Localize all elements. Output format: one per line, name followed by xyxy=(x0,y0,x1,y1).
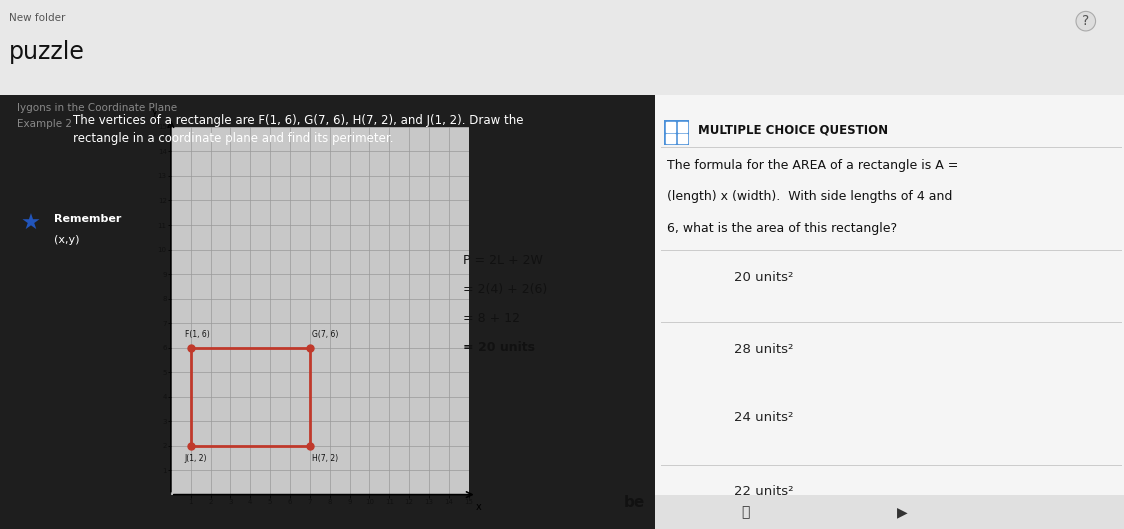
Bar xyxy=(678,122,687,132)
Bar xyxy=(667,134,676,143)
Text: P = 2L + 2W: P = 2L + 2W xyxy=(463,254,543,267)
Text: G(7, 6): G(7, 6) xyxy=(311,330,338,339)
Text: puzzle: puzzle xyxy=(9,40,85,63)
Text: H(7, 2): H(7, 2) xyxy=(311,454,338,463)
Text: New folder: New folder xyxy=(9,13,65,23)
Text: 22 units²: 22 units² xyxy=(734,486,794,498)
Text: ★: ★ xyxy=(20,214,40,234)
Text: 🔊: 🔊 xyxy=(741,505,750,519)
Text: F(1, 6): F(1, 6) xyxy=(184,330,209,339)
Text: = 8 + 12: = 8 + 12 xyxy=(463,312,520,325)
Text: 6, what is the area of this rectangle?: 6, what is the area of this rectangle? xyxy=(667,222,897,235)
Text: MULTIPLE CHOICE QUESTION: MULTIPLE CHOICE QUESTION xyxy=(698,124,888,136)
Text: = 20 units: = 20 units xyxy=(463,341,535,354)
Text: (length) x (width).  With side lengths of 4 and: (length) x (width). With side lengths of… xyxy=(667,190,952,204)
Text: ?: ? xyxy=(1082,14,1089,28)
Text: be: be xyxy=(624,496,645,510)
Bar xyxy=(667,122,676,132)
Text: (x,y): (x,y) xyxy=(54,235,80,245)
Text: x: x xyxy=(475,502,481,512)
Text: Remember: Remember xyxy=(54,214,121,224)
Text: lygons in the Coordinate Plane: lygons in the Coordinate Plane xyxy=(17,103,176,113)
Text: ▶: ▶ xyxy=(897,505,908,519)
Text: J(1, 2): J(1, 2) xyxy=(184,454,207,463)
Text: 20 units²: 20 units² xyxy=(734,271,794,284)
Text: y: y xyxy=(152,107,157,117)
Bar xyxy=(678,134,687,143)
Text: The formula for the AREA of a rectangle is A =: The formula for the AREA of a rectangle … xyxy=(667,159,958,172)
Text: Example 2: Example 2 xyxy=(17,119,72,129)
Text: The vertices of a rectangle are F(1, 6), G(7, 6), H(7, 2), and J(1, 2). Draw the: The vertices of a rectangle are F(1, 6),… xyxy=(73,114,524,145)
Text: = 2(4) + 2(6): = 2(4) + 2(6) xyxy=(463,283,547,296)
Text: 28 units²: 28 units² xyxy=(734,343,794,355)
Text: 24 units²: 24 units² xyxy=(734,412,794,424)
